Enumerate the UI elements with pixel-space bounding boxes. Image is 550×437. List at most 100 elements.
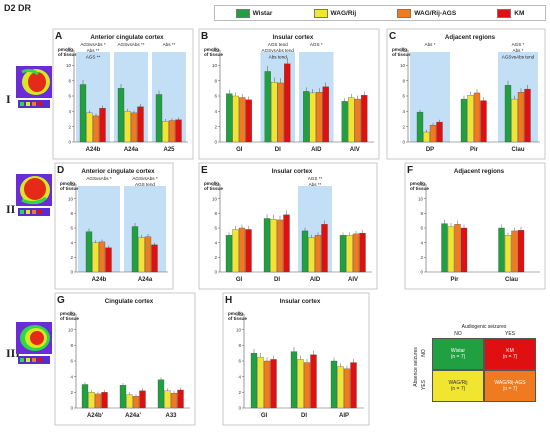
y-tick-label-g-6: 6	[70, 359, 73, 364]
x-tick-label-e-di: DI	[274, 277, 280, 283]
bar-c-clau-km	[524, 88, 531, 143]
panel-letter-b: B	[201, 31, 208, 42]
bar-a-a25-wistar	[155, 94, 163, 143]
bar-b-aiv-km	[361, 95, 368, 143]
y-tick-label-b-12: 12	[212, 48, 218, 53]
row-label-2: II	[6, 202, 16, 216]
y-tick-label-b-2: 2	[214, 124, 217, 129]
y-tick-label-h-0: 0	[238, 406, 241, 411]
bar-g-a33-wag-rij	[164, 390, 171, 409]
y-tick-label-a-4: 4	[68, 109, 71, 114]
y-tick-label-d-10: 10	[68, 196, 74, 201]
bar-g-a24b-wag-rij	[88, 392, 95, 409]
y-tick-label-g-4: 4	[70, 374, 73, 379]
y-tick-label-c-4: 4	[402, 109, 405, 114]
bar-b-aiv-wag-rij-ags	[354, 98, 361, 143]
panel-title-f: Adjacent regions	[454, 168, 505, 175]
matrix-cell-km-n: (n = 7)	[502, 354, 518, 360]
y-unit2-a: of tissue	[58, 52, 77, 57]
bar-e-aid-wag-rij	[308, 237, 315, 273]
matrix-cell-wistar-name: Wistar	[450, 348, 466, 354]
panel-title-b: Insular cortex	[273, 34, 314, 41]
annotation-c-0-0: Abs *	[425, 42, 436, 47]
bar-c-clau-wag-rij	[511, 98, 518, 143]
y-unit2-c: of tissue	[392, 52, 411, 57]
legend-item-km: KM	[497, 8, 525, 18]
legend-item-wagrij: WAG/Rij	[313, 8, 357, 18]
y-tick-label-b-0: 0	[214, 140, 217, 145]
legend-label-km: KM	[514, 9, 525, 17]
bar-h-gi-km	[270, 359, 277, 409]
x-tick-label-c-dp: DP	[426, 147, 434, 153]
x-tick-label-f-pir: Pir	[450, 277, 459, 283]
y-tick-label-h-6: 6	[238, 359, 241, 364]
y-tick-label-e-0: 0	[214, 270, 217, 275]
annotation-b-0-1: AGSvsAbs tend	[262, 48, 295, 53]
y-tick-label-a-0: 0	[68, 140, 71, 145]
bar-h-di-wag-rij	[297, 359, 304, 409]
matrix-cell-km: KM (n = 7)	[484, 338, 536, 370]
y-tick-label-g-12: 12	[68, 312, 74, 317]
bar-h-gi-wag-rij-ags	[263, 360, 271, 409]
x-tick-label-c-pir: Pir	[470, 147, 479, 153]
panel-title-c: Adjacent regions	[445, 34, 496, 41]
bar-a-a25-km	[175, 119, 182, 143]
bar-a-a24b-km	[99, 108, 106, 143]
y-tick-label-f-12: 12	[418, 182, 424, 187]
bar-e-gi-wag-rij	[232, 229, 239, 273]
bar-g-a24a-km	[139, 390, 146, 409]
matrix-top-title: Audiogenic seizures	[461, 324, 507, 330]
bar-f-pir-km	[460, 227, 468, 273]
y-tick-label-e-6: 6	[214, 226, 217, 231]
matrix-cell-wagrij-ags: WAG/Rij-AGS (n = 7)	[484, 370, 536, 402]
bar-e-di-wistar	[263, 218, 271, 273]
y-tick-label-a-2: 2	[68, 124, 71, 129]
bar-e-aid-wag-rij-ags	[314, 235, 322, 273]
y-tick-label-f-10: 10	[418, 196, 424, 201]
bar-b-di-km	[284, 63, 291, 143]
bar-h-aip-wag-rij	[337, 366, 344, 409]
y-tick-label-c-6: 6	[402, 94, 405, 99]
bar-h-aip-wistar	[330, 360, 338, 409]
y-tick-label-b-8: 8	[214, 78, 217, 83]
chart-panel-b: B Insular cortex pmol/gof tissue 0 2 4 6 8 10 12 G…	[198, 28, 380, 160]
x-tick-label-g-a33: A33	[165, 413, 177, 419]
y-tick-label-b-4: 4	[214, 109, 217, 114]
y-unit-f: pmol/g	[410, 181, 425, 186]
annotation-a-0-2: AGS **	[86, 54, 101, 59]
x-tick-label-e-aiv: AIV	[348, 277, 358, 283]
legend-swatch-wistar	[235, 8, 250, 18]
bar-b-di-wistar	[264, 71, 271, 143]
bar-d-a24a-wistar	[131, 226, 139, 273]
bar-d-a24a-wag-rij-ags	[144, 236, 152, 273]
y-unit-b: pmol/g	[204, 47, 219, 52]
annotation-a-2-0: Abs **	[163, 42, 176, 47]
bar-a-a24b-wag-rij-ags	[92, 115, 100, 143]
bar-e-aiv-wag-rij	[346, 235, 353, 273]
y-tick-label-h-2: 2	[238, 390, 241, 395]
brain-section-thumbnail-2	[16, 174, 52, 216]
bar-e-aiv-wistar	[339, 235, 347, 273]
y-unit-h: pmol/g	[228, 311, 243, 316]
bar-f-clau-km	[517, 230, 525, 273]
x-tick-label-g-a24a: A24a'	[125, 413, 141, 419]
bar-b-aid-wag-rij	[309, 92, 316, 143]
y-tick-label-h-8: 8	[238, 343, 241, 348]
panel-title-a: Anterior cingulate cortex	[90, 34, 164, 41]
annotation-a-0-1: Abs **	[87, 48, 100, 53]
bar-e-di-wag-rij-ags	[276, 219, 284, 273]
matrix-col-yes: YES	[504, 331, 515, 337]
legend-label-wagrij: WAG/Rij	[330, 9, 357, 17]
y-unit-c: pmol/g	[392, 47, 407, 52]
bar-a-a24a-wistar	[117, 88, 125, 143]
x-tick-label-b-di: DI	[275, 147, 281, 153]
bar-g-a24a-wag-rij	[126, 394, 133, 409]
bar-e-gi-km	[245, 229, 252, 273]
bar-c-clau-wag-rij-ags	[517, 92, 525, 143]
bar-a-a24a-wag-rij	[124, 111, 131, 143]
bar-h-gi-wag-rij	[257, 356, 264, 409]
x-tick-label-b-aiv: AIV	[350, 147, 360, 153]
chart-panel-a: A Anterior cingulate cortex pmol/gof tissu…	[52, 28, 194, 160]
y-tick-label-f-0: 0	[420, 270, 423, 275]
bar-g-a24b-wag-rij-ags	[94, 393, 102, 409]
